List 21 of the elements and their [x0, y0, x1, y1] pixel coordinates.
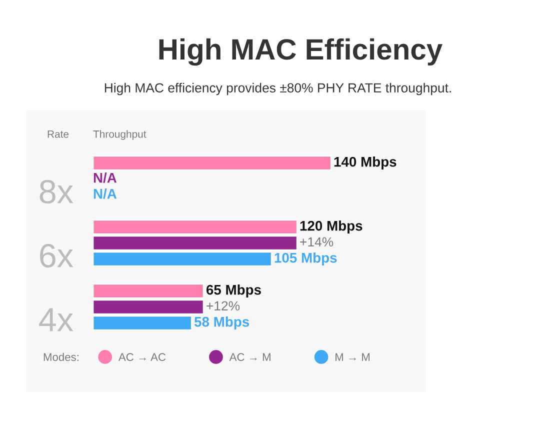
annotation: +14%: [300, 237, 334, 246]
chart-subtitle: High MAC efficiency provides ±80% PHY RATE throughput.: [104, 82, 451, 96]
text: N/A: [94, 188, 117, 199]
annotation: +12%: [206, 301, 240, 310]
data-label: 65 Mbps: [206, 284, 261, 298]
legend-label: AC → M: [229, 353, 270, 361]
x-axis-title: Throughput: [93, 130, 146, 140]
y-tick-label: 4x: [39, 308, 74, 332]
text: N/A: [94, 172, 117, 183]
y-tick-label: 8x: [40, 180, 74, 204]
y-axis-title: Rate: [48, 130, 69, 138]
legend-title: Modes:: [44, 352, 78, 361]
legend-label: M → M: [336, 353, 370, 361]
y-tick-label: 6x: [40, 244, 74, 268]
data-label: 120 Mbps: [300, 220, 362, 234]
data-label: 140 Mbps: [334, 156, 396, 170]
data-label: 105 Mbps: [274, 252, 337, 266]
legend-label: AC → AC: [118, 353, 166, 361]
data-label: 58 Mbps: [194, 316, 250, 330]
bar: [93, 155, 332, 171]
chart-title: High MAC Efficiency: [159, 38, 442, 66]
